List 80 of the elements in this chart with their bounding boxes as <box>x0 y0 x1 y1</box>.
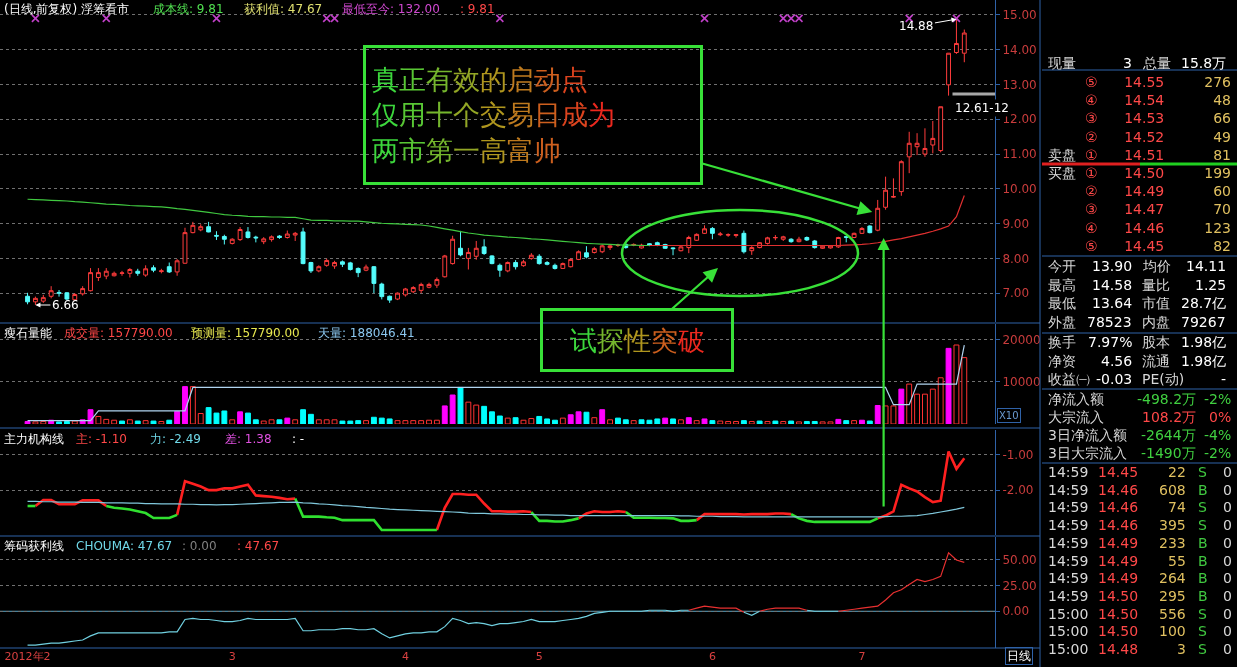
text: 大宗流入 108.2万 0% <box>1048 409 1232 425</box>
y-tick-label: 15.00 <box>1002 8 1037 23</box>
text: 3日净流入额 -2644万 -4% <box>1048 427 1232 443</box>
text: 卖盘 ① 14.51 81 <box>1048 147 1232 163</box>
text: 今开 13.90 均价 14.11 <box>1048 258 1227 274</box>
text: 15:00 14.50 556 S 0 <box>1048 606 1232 622</box>
annotation: 主: -1.10 <box>76 432 127 446</box>
y-tick-label: 7.00 <box>1002 286 1030 301</box>
y-tick-label: 20000 <box>1002 333 1041 348</box>
y-tick-label: 11.00 <box>1002 147 1037 162</box>
text: ④ 14.54 48 <box>1084 92 1232 108</box>
annotation: 预测量: 157790.00 <box>191 326 300 340</box>
text: 买盘 ① 14.50 199 <box>1048 165 1232 181</box>
text: 14:59 14.49 264 B 0 <box>1048 570 1232 586</box>
text: 15:00 14.48 3 S 0 <box>1048 641 1232 657</box>
text: ③ 14.47 70 <box>1084 201 1232 217</box>
text: ⑤ 14.45 82 <box>1084 238 1232 254</box>
annotation: 成本线: 9.81 <box>153 2 224 16</box>
annotation: 6.66 <box>52 298 79 312</box>
text: 现量 3 总量 15.8万 <box>1048 55 1227 71</box>
text: 净资 4.56 流通 1.98亿 <box>1048 353 1227 369</box>
annotation: 14.88 <box>899 19 934 33</box>
annotation: 试探性突破 <box>569 324 705 356</box>
text: 14:59 14.49 233 B 0 <box>1048 535 1232 551</box>
text: ③ 14.53 66 <box>1084 110 1232 126</box>
y-tick-label: 14.00 <box>1002 42 1037 57</box>
annotation: 成交量: 157790.00 <box>64 326 173 340</box>
y-tick-label: 50.00 <box>1002 553 1037 568</box>
text: 14:59 14.46 395 S 0 <box>1048 517 1232 533</box>
annotation: : 0.00 <box>182 539 217 553</box>
y-tick-label: 0.00 <box>1002 604 1030 619</box>
text: 最低 13.64 市值 28.7亿 <box>1048 295 1227 311</box>
text: X10 <box>999 410 1019 421</box>
annotation: 12.61-12 <box>955 101 1009 115</box>
annotation: : - <box>292 432 305 446</box>
text: 14:59 14.45 22 S 0 <box>1048 464 1232 480</box>
x-tick-label: 4 <box>401 650 409 663</box>
y-tick-label: -1.00 <box>1002 447 1034 462</box>
x-tick-label: 5 <box>535 650 543 663</box>
x-tick-label: 3 <box>228 650 236 663</box>
annotation: : 47.67 <box>237 539 280 553</box>
x-tick-label: 2012年2 <box>4 650 51 663</box>
y-tick-label: 8.00 <box>1002 251 1030 266</box>
chart-title: (日线,前复权) 浮筹看市 <box>4 2 129 16</box>
chart-title: 瘦石量能 <box>4 326 52 340</box>
y-tick-label: 10.00 <box>1002 182 1037 197</box>
annotation: 最低至今: 132.00 <box>342 2 440 16</box>
annotation: : 9.81 <box>460 2 495 16</box>
text: 净流入额 -498.2万 -2% <box>1048 391 1232 407</box>
text: ② 14.49 60 <box>1084 183 1232 199</box>
annotation: 差: 1.38 <box>225 432 272 446</box>
text: 外盘 78523 内盘 79267 <box>1048 314 1226 330</box>
text: 3日大宗流入 -1490万 -2% <box>1048 445 1232 461</box>
y-tick-label: 13.00 <box>1002 77 1037 92</box>
chart-title: 筹码获利线 <box>4 539 64 553</box>
text: 14:59 14.49 55 B 0 <box>1048 553 1232 569</box>
y-tick-label: 12.00 <box>1002 112 1037 127</box>
text: 15:00 14.50 100 S 0 <box>1048 623 1232 639</box>
annotation: CHOUMA: 47.67 <box>76 539 173 553</box>
text: ④ 14.46 123 <box>1084 220 1232 236</box>
text: 14:59 14.46 74 S 0 <box>1048 499 1232 515</box>
text: ② 14.52 49 <box>1084 129 1232 145</box>
annotation: 天量: 188046.41 <box>318 326 415 340</box>
text: 14:59 14.46 608 B 0 <box>1048 482 1232 498</box>
text: 换手 7.97% 股本 1.98亿 <box>1048 334 1227 350</box>
text: 真正有效的启动点仅用十个交易日成为两市第一高富帅 <box>372 64 615 166</box>
y-tick-label: -2.00 <box>1002 483 1034 498</box>
text: ⑤ 14.55 276 <box>1084 74 1232 90</box>
text: 日线 <box>1007 649 1031 663</box>
annotation: 获利值: 47.67 <box>244 2 323 16</box>
text: 收益㈠ -0.03 PE(动) - <box>1048 371 1227 387</box>
y-tick-label: 25.00 <box>1002 578 1037 593</box>
text: 14:59 14.50 295 B 0 <box>1048 588 1232 604</box>
text: 最高 14.58 量比 1.25 <box>1048 277 1227 293</box>
y-tick-label: 10000 <box>1002 375 1041 390</box>
x-tick-label: 6 <box>708 650 716 663</box>
chart-title: 主力机构线 <box>4 432 64 446</box>
x-tick-label: 7 <box>858 650 866 663</box>
y-tick-label: 9.00 <box>1002 216 1030 231</box>
annotation: 力: -2.49 <box>150 432 201 446</box>
